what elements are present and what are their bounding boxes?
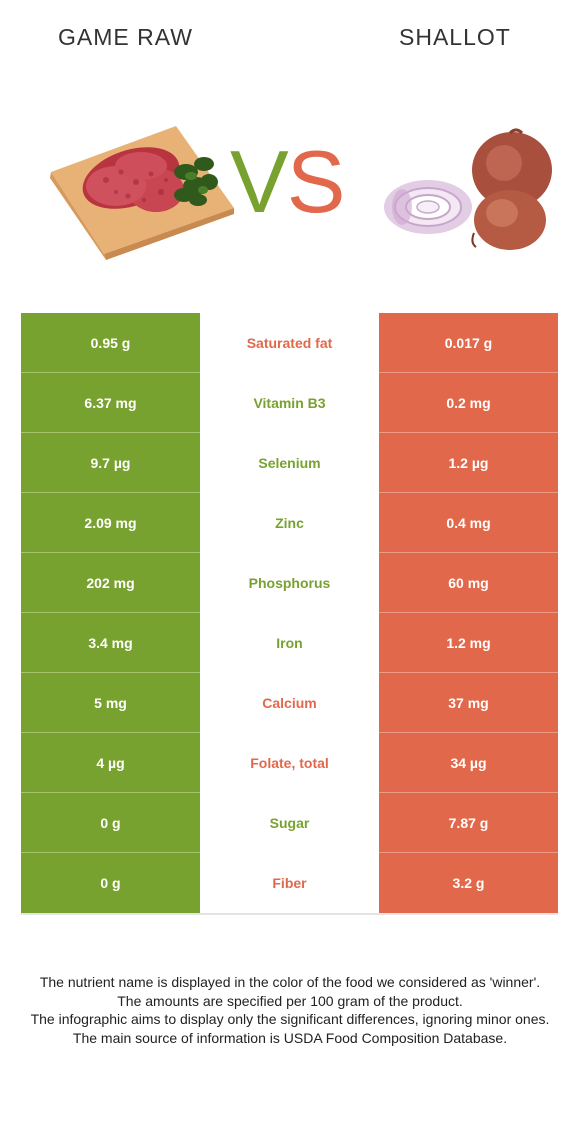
game-raw-value: 3.4 mg	[21, 613, 200, 673]
game-raw-value: 4 µg	[21, 733, 200, 793]
shallot-image	[384, 128, 552, 250]
game-raw-image	[50, 126, 234, 260]
footer-line-amounts-note: The amounts are specified per 100 gram o…	[117, 992, 463, 1009]
shallot-value: 34 µg	[379, 733, 558, 793]
nutrient-name: Zinc	[200, 493, 379, 553]
shallot-value: 1.2 mg	[379, 613, 558, 673]
table-row: 2.09 mg Zinc 0.4 mg	[21, 493, 558, 553]
nutrient-name: Sugar	[200, 793, 379, 853]
table-row: 0.95 g Saturated fat 0.017 g	[21, 313, 558, 373]
nutrient-name: Folate, total	[200, 733, 379, 793]
nutrient-name: Iron	[200, 613, 379, 673]
nutrient-name: Phosphorus	[200, 553, 379, 613]
table-row: 9.7 µg Selenium 1.2 µg	[21, 433, 558, 493]
shallot-value: 60 mg	[379, 553, 558, 613]
nutrient-name: Calcium	[200, 673, 379, 733]
footer-notes: The nutrient name is displayed in the co…	[18, 973, 562, 1047]
game-raw-value: 0.95 g	[21, 313, 200, 373]
shallot-value: 0.4 mg	[379, 493, 558, 553]
shallot-value: 7.87 g	[379, 793, 558, 853]
table-row: 0 g Fiber 3.2 g	[21, 853, 558, 913]
shallot-value: 37 mg	[379, 673, 558, 733]
footer-line-differences-note: The infographic aims to display only the…	[30, 1011, 550, 1027]
game-raw-value: 0 g	[21, 853, 200, 913]
game-raw-value: 5 mg	[21, 673, 200, 733]
nutrient-name: Saturated fat	[200, 313, 379, 373]
table-bottom-border	[21, 913, 558, 915]
vs-label: VS	[230, 138, 345, 226]
game-raw-value: 0 g	[21, 793, 200, 853]
nutrient-comparison-table: 0.95 g Saturated fat 0.017 g 6.37 mg Vitamin…	[21, 313, 558, 913]
footer-line-winner-note: The nutrient name is displayed in the co…	[39, 974, 541, 990]
shallot-value: 1.2 µg	[379, 433, 558, 493]
right-food-title: SHALLOT	[399, 24, 511, 50]
footer-line-source-note: The main source of information is USDA F…	[72, 1029, 508, 1046]
left-food-title: GAME RAW	[58, 24, 193, 50]
nutrient-name: Fiber	[200, 853, 379, 913]
table-row: 3.4 mg Iron 1.2 mg	[21, 613, 558, 673]
table-row: 5 mg Calcium 37 mg	[21, 673, 558, 733]
table-row: 202 mg Phosphorus 60 mg	[21, 553, 558, 613]
shallot-value: 3.2 g	[379, 853, 558, 913]
nutrient-name: Vitamin B3	[200, 373, 379, 433]
game-raw-value: 2.09 mg	[21, 493, 200, 553]
vs-s-letter: S	[286, 132, 346, 231]
shallot-value: 0.2 mg	[379, 373, 558, 433]
shallot-value: 0.017 g	[379, 313, 558, 373]
game-raw-value: 6.37 mg	[21, 373, 200, 433]
vs-v-letter: V	[230, 132, 289, 231]
nutrient-name: Selenium	[200, 433, 379, 493]
game-raw-value: 202 mg	[21, 553, 200, 613]
game-raw-value: 9.7 µg	[21, 433, 200, 493]
table-row: 6.37 mg Vitamin B3 0.2 mg	[21, 373, 558, 433]
table-row: 4 µg Folate, total 34 µg	[21, 733, 558, 793]
table-row: 0 g Sugar 7.87 g	[21, 793, 558, 853]
